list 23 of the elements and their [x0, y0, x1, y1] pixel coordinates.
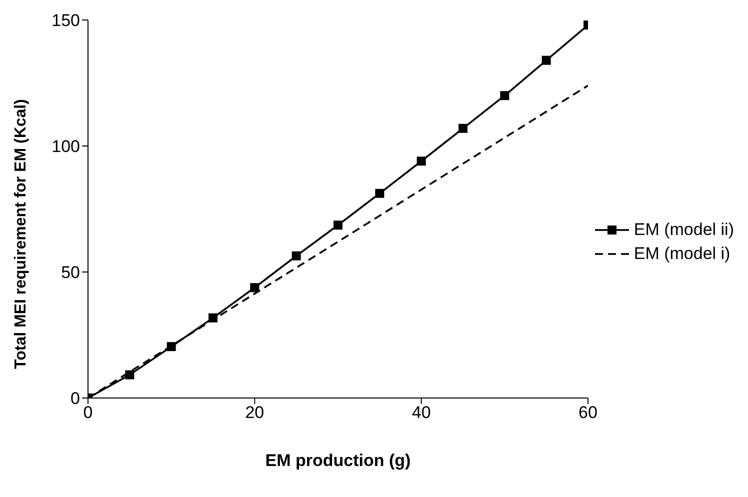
x-axis-title: EM production (g)	[265, 451, 411, 470]
point	[375, 188, 384, 198]
point	[334, 220, 342, 230]
x-tick-label: 20	[245, 403, 264, 422]
y-tick-label: 150	[52, 11, 80, 30]
point	[125, 370, 134, 380]
x-tick-label: 40	[412, 403, 431, 422]
point	[208, 313, 218, 322]
y-tick-label: 50	[61, 263, 80, 282]
y-axis-title: Total MEI requirement for EM (Kcal)	[12, 99, 30, 369]
y-tick-label: 100	[52, 137, 80, 156]
point	[500, 91, 510, 100]
point	[542, 56, 551, 65]
legend-label: EM (model ii)	[634, 220, 734, 240]
x-tick-label: 0	[83, 403, 93, 422]
point	[416, 156, 426, 166]
point	[292, 251, 301, 260]
y-tick-label: 0	[70, 389, 80, 408]
point	[250, 283, 260, 292]
point	[458, 124, 468, 133]
legend-label: EM (model i)	[634, 244, 730, 264]
x-tick-label: 60	[578, 403, 598, 422]
point	[166, 342, 176, 352]
